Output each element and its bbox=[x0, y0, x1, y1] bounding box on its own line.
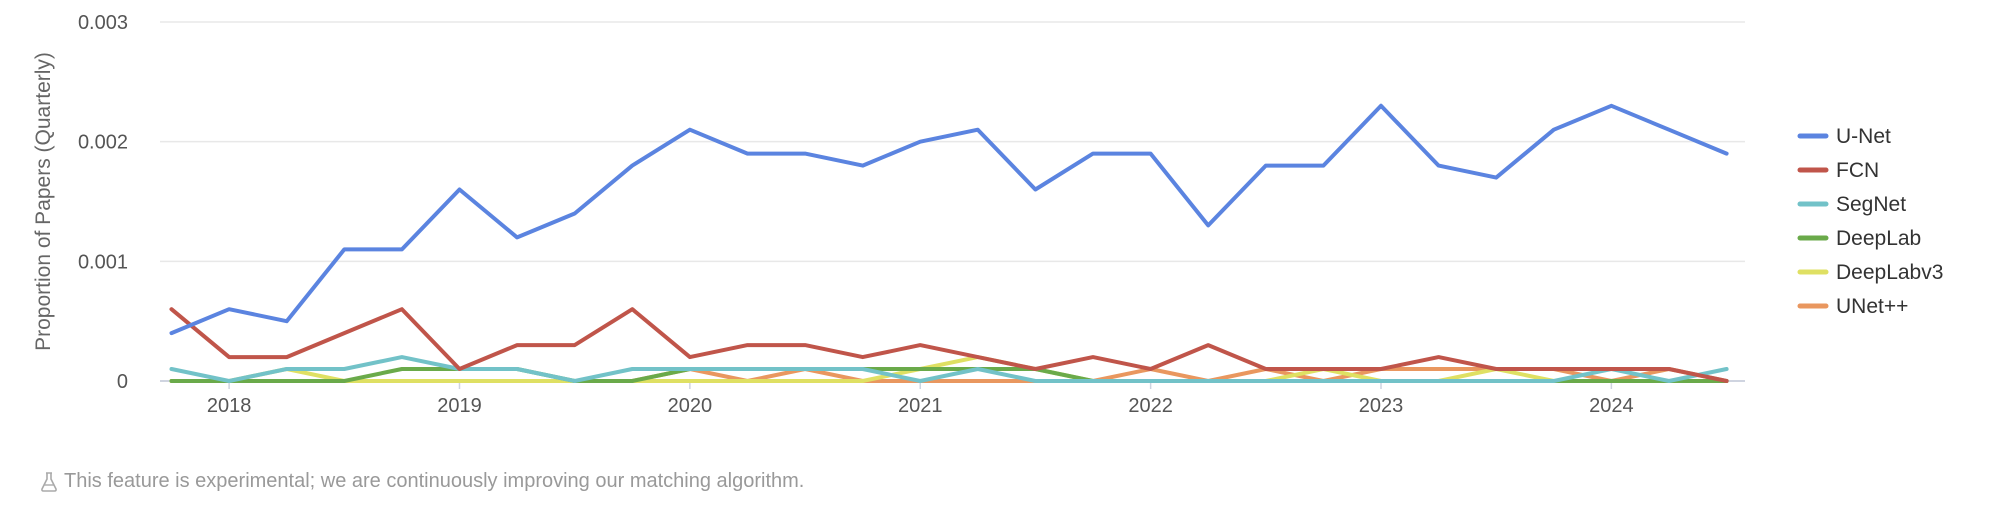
footnote: This feature is experimental; we are con… bbox=[40, 470, 804, 493]
y-tick-label: 0.001 bbox=[78, 251, 128, 273]
flask-icon bbox=[41, 471, 57, 492]
legend-label: UNet++ bbox=[1836, 295, 1908, 318]
x-tick-label: 2022 bbox=[1128, 395, 1173, 417]
legend-label: SegNet bbox=[1836, 193, 1906, 216]
x-tick-label: 2021 bbox=[898, 395, 943, 417]
legend-label: DeepLab bbox=[1836, 227, 1921, 250]
y-tick-label: 0.003 bbox=[78, 12, 128, 34]
series-line-deeplabv3 bbox=[169, 355, 1729, 383]
y-axis-label: Proportion of Papers (Quarterly) bbox=[32, 52, 55, 351]
y-axis-ticks: 0 0.001 0.002 0.003 bbox=[78, 12, 128, 393]
x-tick-label: 2020 bbox=[668, 395, 713, 417]
y-tick-label: 0 bbox=[117, 371, 128, 393]
y-tick-label: 0.002 bbox=[78, 132, 128, 154]
line-chart: 0 0.001 0.002 0.003 2018 2019 2020 2021 2022 202… bbox=[32, 12, 1943, 417]
series-line-u-net bbox=[169, 103, 1729, 336]
x-tick-label: 2024 bbox=[1589, 395, 1634, 417]
footnote-text: This feature is experimental; we are con… bbox=[64, 470, 805, 492]
x-axis: 2018 2019 2020 2021 2022 2023 2024 bbox=[207, 381, 1634, 417]
legend-label: DeepLabv3 bbox=[1836, 261, 1943, 284]
legend: U-Net FCN SegNet DeepLab DeepLabv3 UNet++ bbox=[1797, 125, 1943, 318]
x-tick-label: 2019 bbox=[437, 395, 482, 417]
legend-label: U-Net bbox=[1836, 125, 1891, 148]
x-tick-label: 2023 bbox=[1359, 395, 1404, 417]
series-lines bbox=[169, 103, 1729, 383]
grid-lines bbox=[160, 21, 1745, 382]
legend-label: FCN bbox=[1836, 159, 1879, 182]
series-line-segnet bbox=[169, 355, 1729, 383]
series-line-fcn bbox=[169, 307, 1729, 383]
x-tick-label: 2018 bbox=[207, 395, 252, 417]
